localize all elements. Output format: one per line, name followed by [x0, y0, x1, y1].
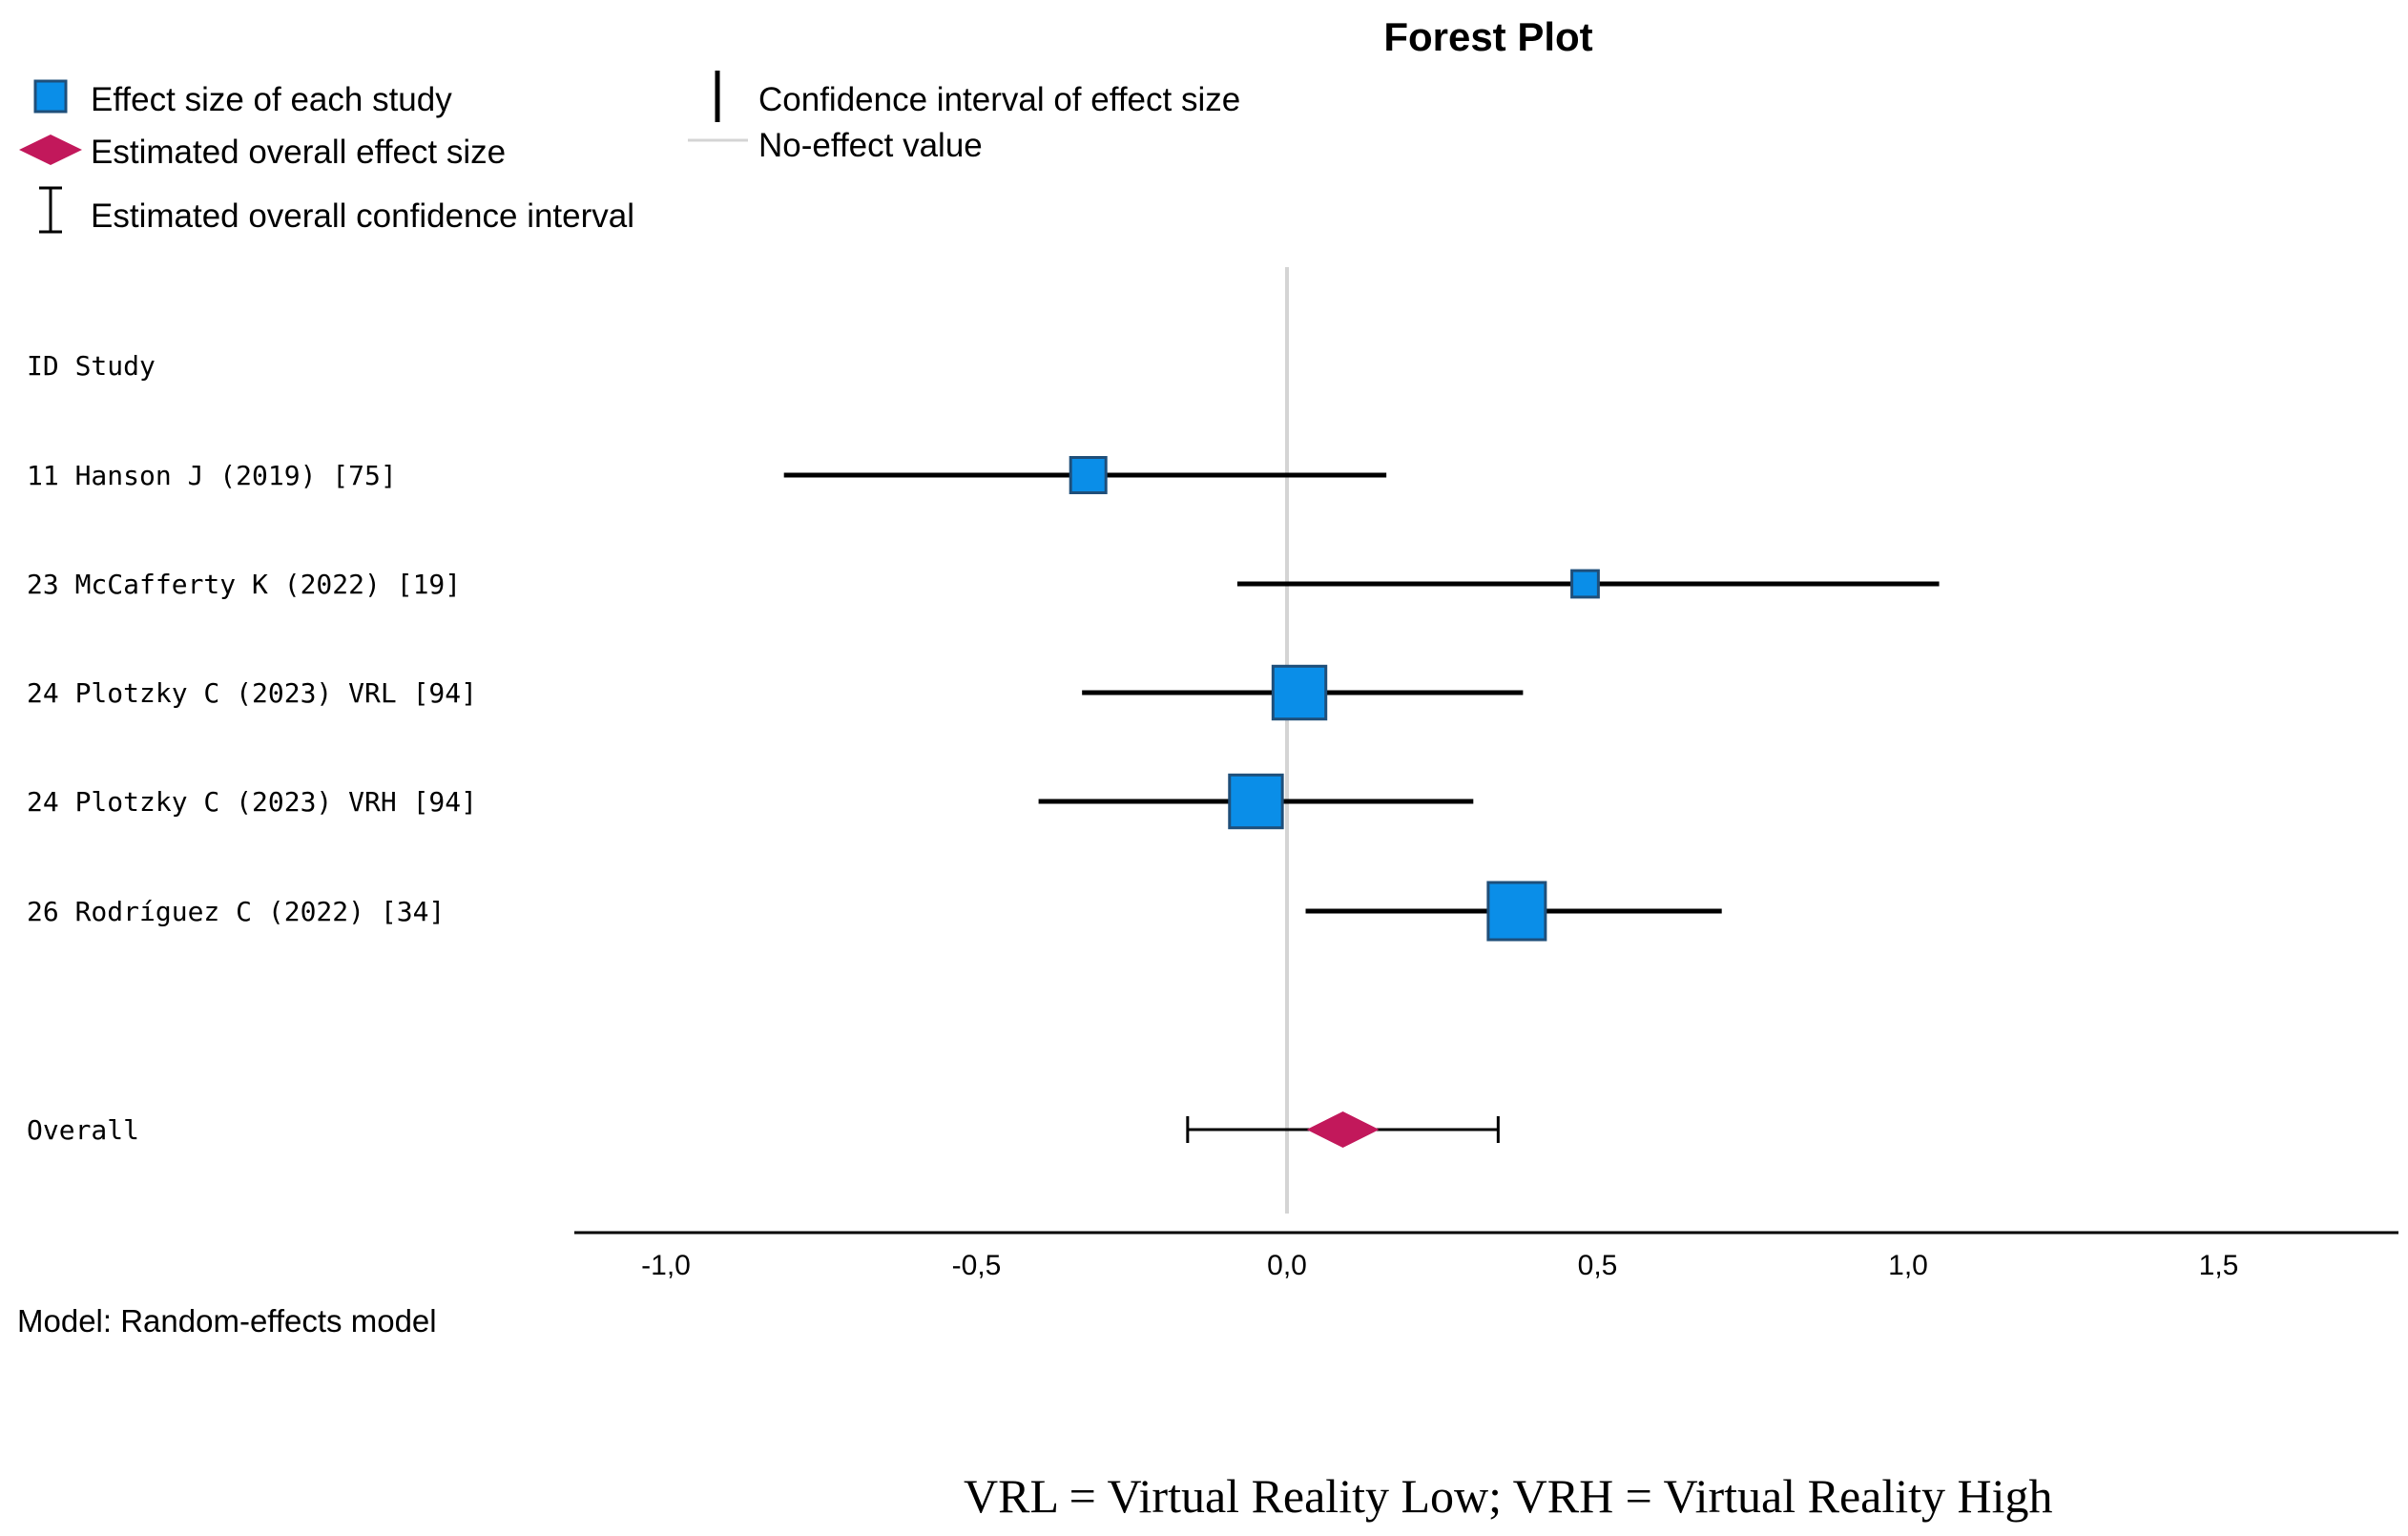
- legend-diamond-icon: [19, 135, 82, 165]
- x-tick-label: -1,0: [641, 1250, 691, 1281]
- legend-label-effect-size: Effect size of each study: [91, 81, 452, 118]
- overall-label: Overall: [27, 1114, 139, 1146]
- plot-area: 11 Hanson J (2019) [75] 23 McCafferty K (…: [27, 267, 1940, 1214]
- column-header-id-study: ID Study: [27, 350, 156, 382]
- legend: Effect size of each study Estimated over…: [19, 71, 1240, 235]
- study-label: 26 Rodríguez C (2022) [34]: [27, 896, 445, 927]
- study-label: 24 Plotzky C (2023) VRL [94]: [27, 677, 477, 709]
- study-effect-square: [1069, 456, 1108, 494]
- x-tick-label: -0,5: [952, 1250, 1002, 1281]
- study-rows: 11 Hanson J (2019) [75] 23 McCafferty K (…: [27, 456, 1940, 942]
- x-tick-label: 1,0: [1888, 1250, 1928, 1281]
- x-tick-label: 0,5: [1578, 1250, 1618, 1281]
- chart-title: Forest Plot: [1383, 14, 1592, 59]
- study-label: 11 Hanson J (2019) [75]: [27, 460, 397, 491]
- study-row: 11 Hanson J (2019) [75]: [27, 456, 1387, 494]
- legend-label-overall-ci: Estimated overall confidence interval: [91, 197, 634, 235]
- study-effect-square: [1486, 881, 1547, 942]
- legend-square-icon: [33, 79, 68, 114]
- study-row: 24 Plotzky C (2023) VRL [94]: [27, 664, 1524, 721]
- study-effect-square: [1570, 569, 1600, 599]
- study-row: 23 McCafferty K (2022) [19]: [27, 569, 1940, 600]
- legend-label-study-ci: Confidence interval of effect size: [758, 81, 1240, 118]
- overall-row: Overall: [27, 1111, 1500, 1148]
- legend-label-no-effect: No-effect value: [758, 127, 983, 164]
- study-row: 26 Rodríguez C (2022) [34]: [27, 881, 1722, 942]
- model-note: Model: Random-effects model: [17, 1303, 437, 1339]
- footnote: VRL = Virtual Reality Low; VRH = Virtual…: [964, 1469, 2053, 1523]
- x-axis: -1,0 -0,5 0,0 0,5 1,0 1,5: [574, 1231, 2398, 1281]
- study-effect-square: [1228, 773, 1284, 830]
- x-tick-label: 0,0: [1267, 1250, 1307, 1281]
- legend-label-overall-effect: Estimated overall effect size: [91, 134, 506, 171]
- study-row: 24 Plotzky C (2023) VRH [94]: [27, 773, 1474, 830]
- study-label: 24 Plotzky C (2023) VRH [94]: [27, 786, 477, 818]
- legend-capped-interval-icon: [39, 186, 62, 234]
- study-effect-square: [1271, 664, 1328, 721]
- x-tick-label: 1,5: [2199, 1250, 2239, 1281]
- overall-effect-diamond: [1306, 1111, 1380, 1148]
- study-label: 23 McCafferty K (2022) [19]: [27, 569, 461, 600]
